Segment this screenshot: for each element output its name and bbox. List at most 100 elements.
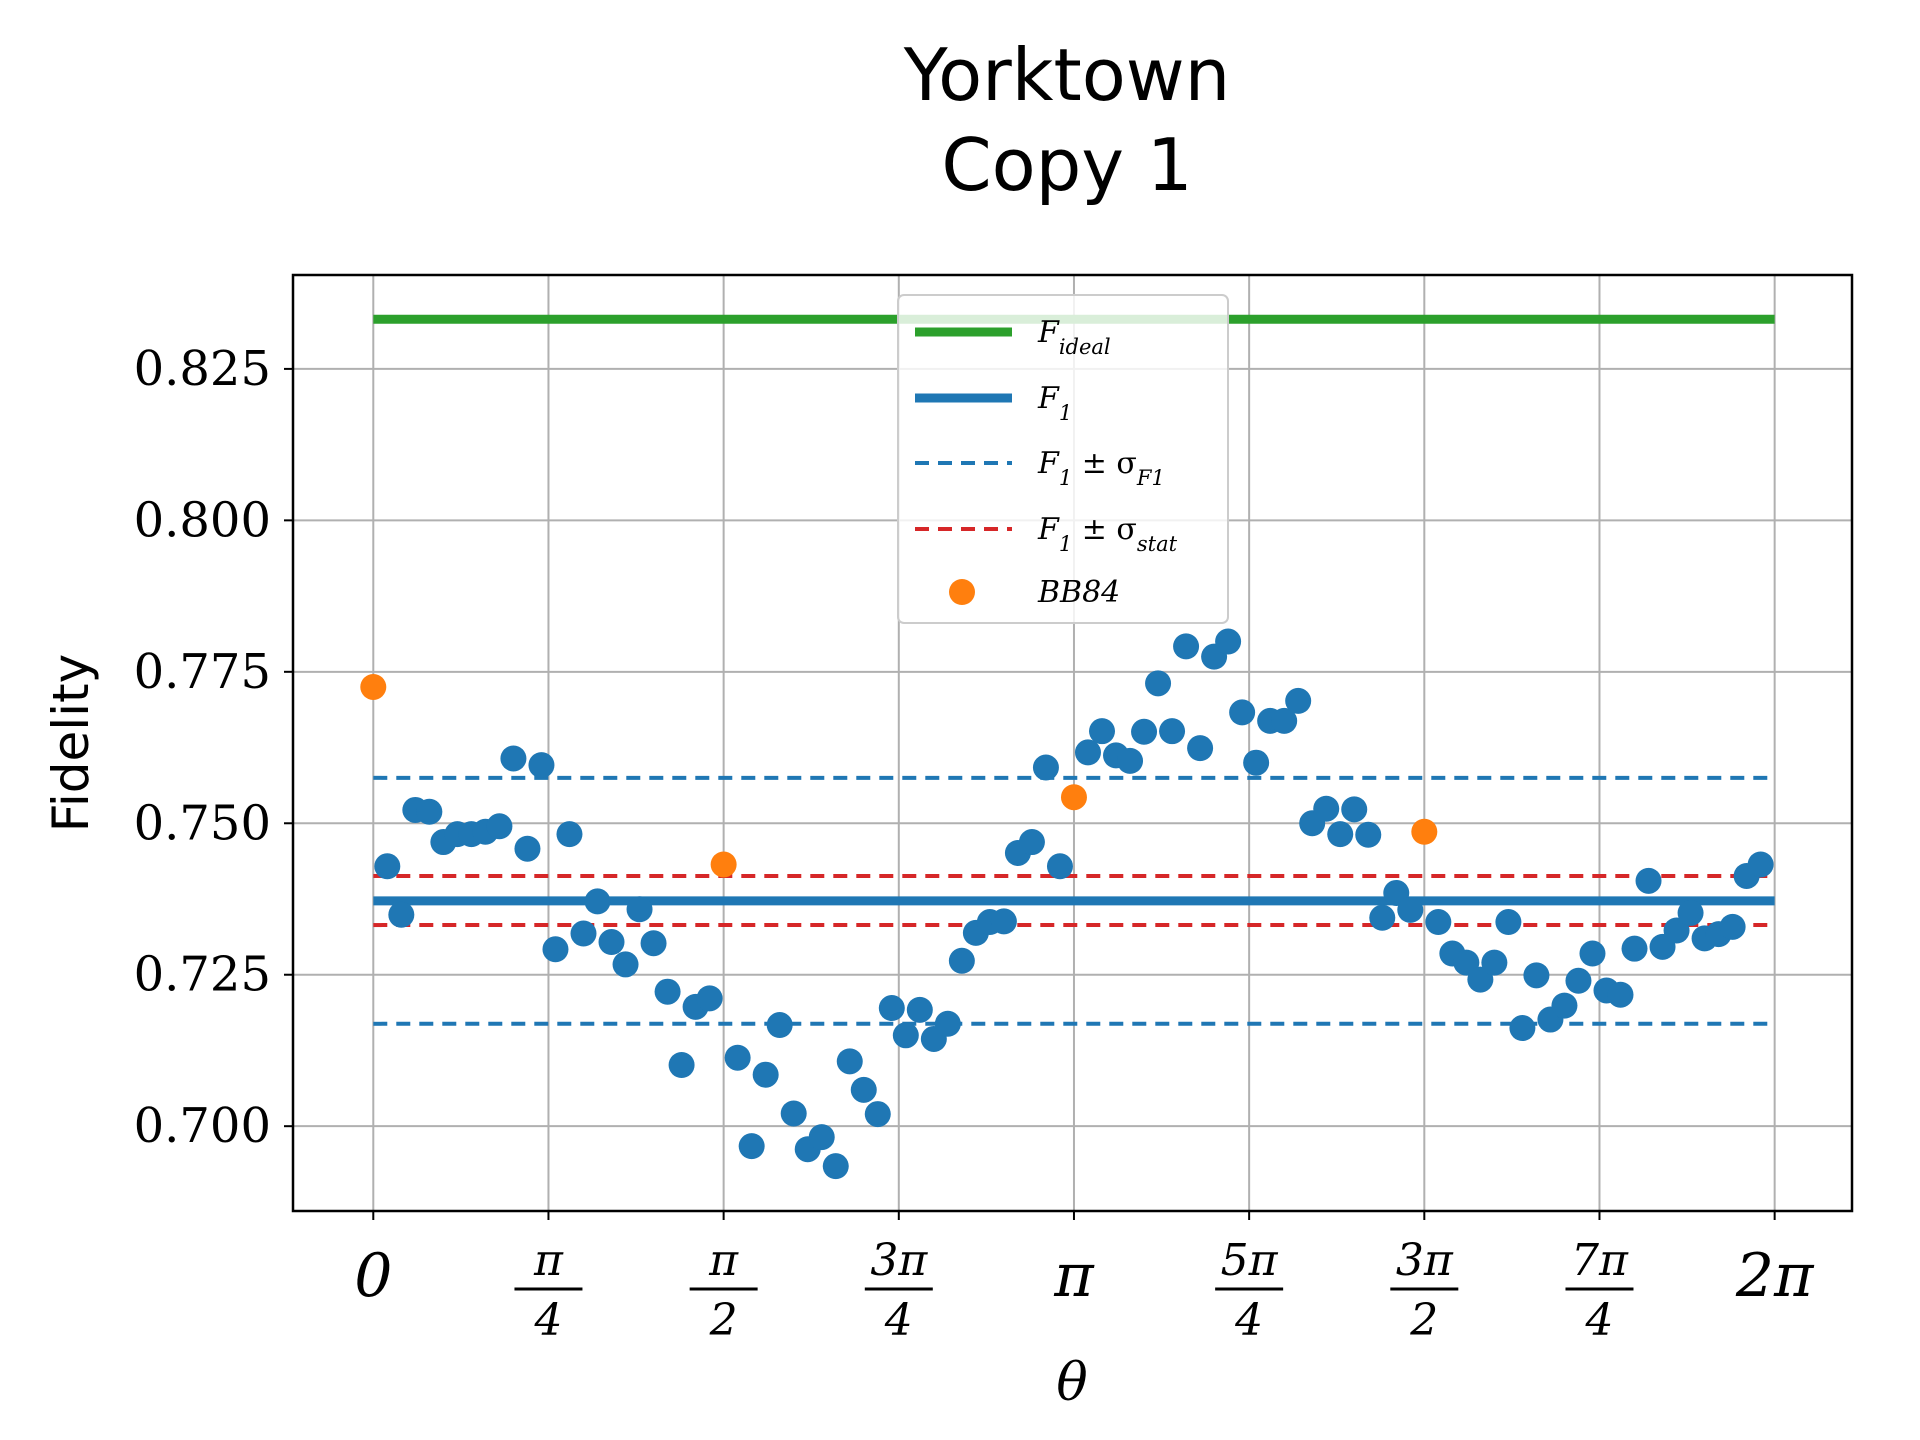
- x-tick-numerator: π: [533, 1235, 564, 1286]
- legend-box: [897, 294, 1229, 624]
- data-point: [1173, 633, 1200, 660]
- data-point: [850, 1076, 877, 1103]
- x-tick-numerator: 3π: [1396, 1235, 1454, 1286]
- data-point: [1215, 628, 1242, 655]
- data-point: [1635, 867, 1662, 894]
- data-point: [486, 813, 513, 840]
- data-point: [388, 901, 415, 928]
- data-point: [1285, 687, 1312, 714]
- data-point: [1369, 904, 1396, 931]
- data-point: [1341, 796, 1368, 823]
- data-point: [1607, 981, 1634, 1008]
- data-point: [1089, 718, 1116, 745]
- data-point: [1131, 718, 1158, 745]
- data-point: [1523, 962, 1550, 989]
- data-point: [1145, 670, 1172, 697]
- x-tick-fraction: 7π4: [1565, 1235, 1634, 1346]
- data-point: [1425, 909, 1452, 936]
- data-point: [584, 888, 611, 915]
- data-point: [570, 920, 597, 947]
- x-tick-denominator: 2: [1409, 1295, 1438, 1346]
- points-layer: [360, 628, 1774, 1180]
- y-ticks: 0.700 0.725 0.750 0.775 0.800 0.825: [134, 341, 293, 1154]
- x-tick-label: 0: [354, 1241, 392, 1311]
- x-tick-numerator: 5π: [1221, 1235, 1279, 1286]
- data-point: [514, 835, 541, 862]
- bb84-point: [1060, 784, 1087, 811]
- x-tick-fraction: 3π2: [1390, 1235, 1459, 1346]
- data-point: [934, 1010, 961, 1037]
- bb84-point: [710, 851, 737, 878]
- data-point: [1117, 747, 1144, 774]
- data-point: [738, 1133, 765, 1160]
- x-tick-numerator: π: [708, 1235, 739, 1286]
- bb84-point: [360, 673, 387, 700]
- data-point: [640, 930, 667, 957]
- y-tick-label: 0.725: [134, 947, 271, 1003]
- data-point: [1677, 899, 1704, 926]
- x-tick-fraction: 3π4: [864, 1235, 933, 1346]
- data-point: [752, 1061, 779, 1088]
- data-point: [1018, 829, 1045, 856]
- legend-label: BB84: [1037, 575, 1120, 610]
- data-point: [1747, 851, 1774, 878]
- x-tick-denominator: 2: [709, 1295, 738, 1346]
- reference-lines: [373, 314, 1775, 1026]
- data-point: [864, 1101, 891, 1128]
- data-point: [416, 798, 443, 825]
- x-tick-label: π: [1053, 1241, 1095, 1311]
- x-axis-label: θ: [1056, 1353, 1087, 1413]
- bb84-point: [1411, 818, 1438, 845]
- chart-title-line-2: Copy 1: [941, 123, 1192, 207]
- data-point: [1495, 909, 1522, 936]
- data-point: [1229, 699, 1256, 726]
- data-point: [836, 1048, 863, 1075]
- data-point: [556, 821, 583, 848]
- data-point: [696, 985, 723, 1012]
- y-tick-label: 0.700: [134, 1098, 271, 1154]
- data-point: [1243, 749, 1270, 776]
- data-point: [668, 1051, 695, 1078]
- x-tick-label: 2π: [1735, 1241, 1815, 1311]
- y-tick-label: 0.800: [134, 492, 271, 548]
- data-point: [808, 1124, 835, 1151]
- data-point: [1187, 735, 1214, 762]
- data-point: [1565, 967, 1592, 994]
- data-point: [1046, 853, 1073, 880]
- data-point: [1509, 1015, 1536, 1042]
- data-point: [1074, 739, 1101, 766]
- data-point: [1159, 718, 1186, 745]
- plot-frame: [291, 273, 1854, 1213]
- data-point: [948, 947, 975, 974]
- data-point: [724, 1044, 751, 1071]
- x-tick-denominator: 4: [1584, 1295, 1613, 1346]
- data-point: [654, 978, 681, 1005]
- x-tick-denominator: 4: [1234, 1295, 1263, 1346]
- y-axis-label: Fidelity: [42, 654, 100, 833]
- data-point: [528, 752, 555, 779]
- grid-layer: [293, 275, 1852, 1211]
- chart-title-line-1: Yorktown: [903, 33, 1231, 117]
- data-point: [500, 745, 527, 772]
- data-point: [1621, 935, 1648, 962]
- data-point: [822, 1153, 849, 1180]
- legend-marker: [949, 579, 975, 605]
- data-point: [612, 951, 639, 978]
- data-point: [1327, 821, 1354, 848]
- data-point: [878, 995, 905, 1022]
- x-tick-denominator: 4: [533, 1295, 562, 1346]
- data-point: [1551, 992, 1578, 1019]
- x-tick-fraction: π4: [514, 1235, 583, 1346]
- data-point: [598, 929, 625, 956]
- data-point: [1397, 896, 1424, 923]
- y-tick-label: 0.775: [134, 644, 271, 700]
- data-point: [1355, 821, 1382, 848]
- x-tick-fraction: π2: [689, 1235, 758, 1346]
- data-point: [1579, 940, 1606, 967]
- data-point: [990, 908, 1017, 935]
- y-tick-label: 0.825: [134, 341, 271, 397]
